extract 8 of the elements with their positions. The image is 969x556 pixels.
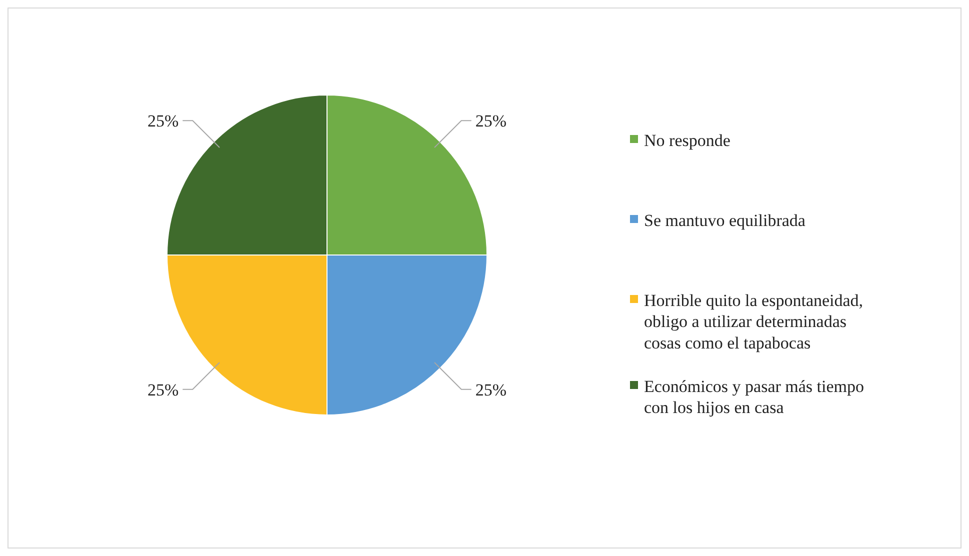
data-label: 25%	[147, 380, 179, 400]
legend-label: Horrible quito la espontaneidad, obligo a utilizar determinadas cosas como el tapabocas	[644, 290, 864, 352]
legend-label: Económicos y pasar más tiempo con los hijos en casa	[644, 376, 864, 418]
legend-label: Se mantuvo equilibrada	[644, 210, 806, 230]
data-label: 25%	[147, 112, 179, 131]
data-label: 25%	[475, 112, 507, 131]
data-label: 25%	[475, 380, 507, 400]
legend-label: No responde	[644, 130, 730, 150]
